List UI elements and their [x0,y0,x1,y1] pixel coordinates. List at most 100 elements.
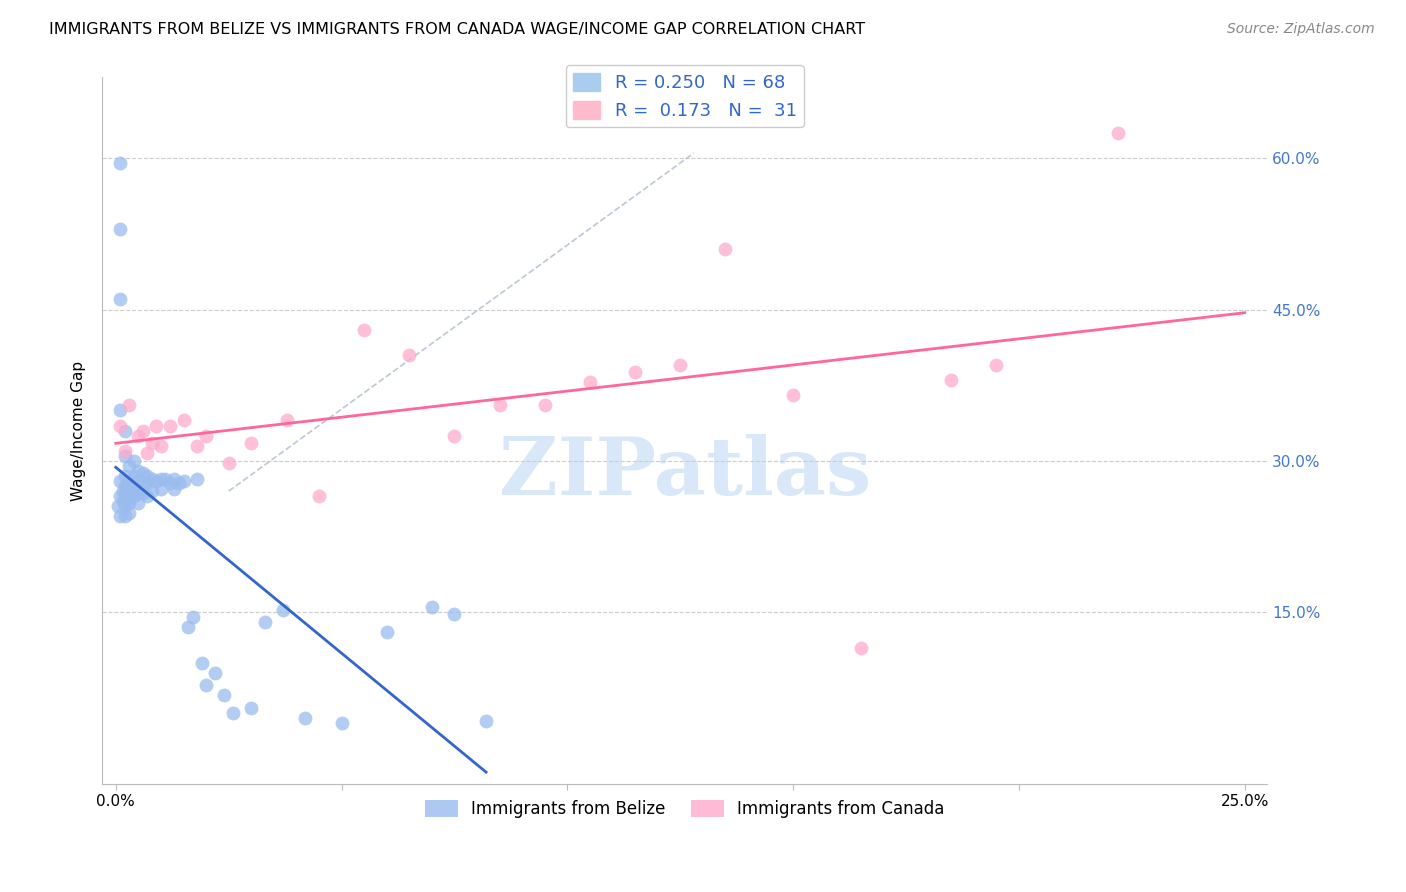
Point [159,476,181,491]
Point [149,472,172,486]
Point [114,443,136,458]
Point [167,476,190,491]
Point [443,428,465,442]
Point [294,711,316,725]
Point [488,398,510,412]
Point [118,474,141,488]
Point [141,484,163,499]
Point [114,494,136,508]
Point [127,486,149,500]
Text: ZIPatlas: ZIPatlas [499,434,870,512]
Text: IMMIGRANTS FROM BELIZE VS IMMIGRANTS FROM CANADA WAGE/INCOME GAP CORRELATION CHA: IMMIGRANTS FROM BELIZE VS IMMIGRANTS FRO… [49,22,865,37]
Point [149,482,172,496]
Point [118,458,141,473]
Point [127,496,149,510]
Point [132,476,155,491]
Point [276,413,298,427]
Point [195,428,218,442]
Point [136,489,159,503]
Point [986,358,1008,372]
Point [132,486,155,500]
Point [849,640,872,655]
Point [190,656,212,670]
Point [163,482,186,496]
Point [122,489,145,503]
Point [118,496,141,510]
Point [475,714,498,728]
Point [204,665,226,680]
Point [186,439,208,453]
Point [114,469,136,483]
Point [122,469,145,483]
Point [375,625,398,640]
Point [173,413,195,427]
Point [941,373,963,387]
Y-axis label: Wage/Income Gap: Wage/Income Gap [72,360,86,500]
Point [330,716,353,731]
Point [132,424,155,438]
Point [195,678,218,692]
Point [122,479,145,493]
Point [114,509,136,524]
Point [155,472,177,486]
Point [107,500,129,514]
Point [181,610,204,624]
Point [110,221,132,235]
Point [624,365,647,379]
Point [114,479,136,493]
Point [240,701,263,715]
Point [398,348,420,362]
Legend: Immigrants from Belize, Immigrants from Canada: Immigrants from Belize, Immigrants from … [418,793,952,825]
Point [122,454,145,468]
Point [127,464,149,478]
Point [114,449,136,463]
Point [308,489,330,503]
Point [159,418,181,433]
Point [145,474,167,488]
Point [173,474,195,488]
Point [782,388,804,402]
Point [443,607,465,622]
Point [420,600,443,615]
Point [218,456,240,470]
Point [1107,126,1129,140]
Point [110,403,132,417]
Point [110,156,132,170]
Point [118,506,141,520]
Point [240,435,263,450]
Point [110,474,132,488]
Point [115,479,138,493]
Point [114,500,136,514]
Point [121,484,143,499]
Point [579,375,602,389]
Point [222,706,245,720]
Point [118,489,141,503]
Point [141,472,163,486]
Point [253,615,276,630]
Point [114,424,136,438]
Point [118,398,141,412]
Point [136,476,159,491]
Point [141,435,163,450]
Point [714,242,737,256]
Point [163,472,186,486]
Point [212,688,235,702]
Point [669,358,692,372]
Point [110,293,132,307]
Point [127,474,149,488]
Point [118,484,141,499]
Point [111,494,134,508]
Point [271,603,294,617]
Point [177,620,200,634]
Point [145,418,167,433]
Point [149,439,172,453]
Point [110,509,132,524]
Text: Source: ZipAtlas.com: Source: ZipAtlas.com [1227,22,1375,37]
Point [186,472,208,486]
Point [136,469,159,483]
Point [127,428,149,442]
Point [136,446,159,460]
Point [111,484,134,499]
Point [533,398,555,412]
Point [353,323,375,337]
